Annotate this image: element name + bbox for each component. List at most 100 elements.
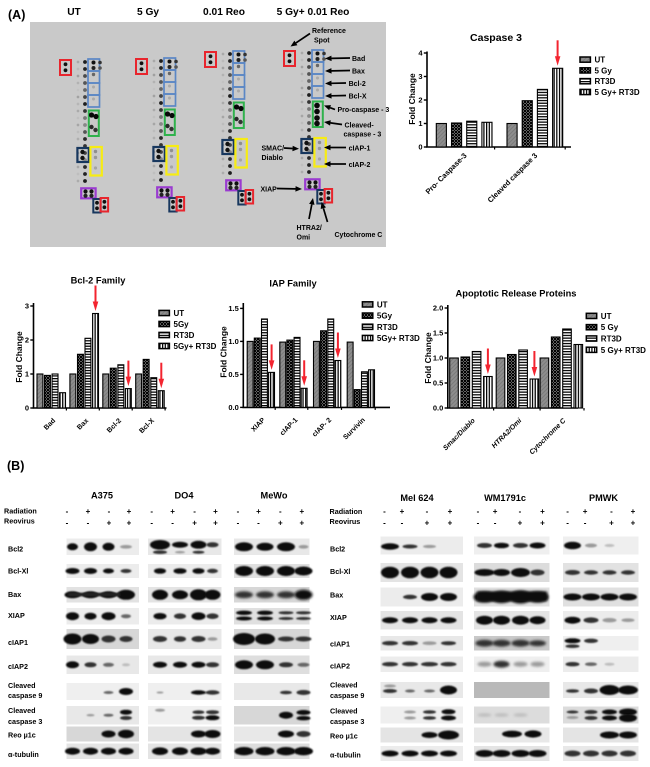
- svg-text:Pro- Caspase-3: Pro- Caspase-3: [424, 151, 469, 196]
- svg-text:UT: UT: [377, 300, 388, 309]
- svg-text:-: -: [584, 519, 587, 528]
- svg-text:+: +: [299, 519, 304, 528]
- svg-text:Pro-caspase - 3: Pro-caspase - 3: [338, 107, 390, 114]
- svg-text:Cleaved: Cleaved: [330, 681, 358, 690]
- svg-text:5 Gy+ RT3D: 5 Gy+ RT3D: [595, 88, 640, 97]
- svg-text:XIAP: XIAP: [330, 613, 347, 622]
- svg-text:+: +: [127, 507, 132, 516]
- svg-text:5Gy: 5Gy: [377, 312, 393, 321]
- svg-text:3: 3: [25, 302, 29, 311]
- svg-text:(A): (A): [8, 8, 25, 22]
- svg-text:Radiation: Radiation: [330, 507, 363, 516]
- svg-text:α-tubulin: α-tubulin: [8, 750, 39, 759]
- svg-text:+: +: [448, 507, 453, 516]
- svg-text:DO4: DO4: [175, 491, 195, 501]
- svg-text:Bax: Bax: [76, 417, 90, 431]
- svg-text:Cytochrome C: Cytochrome C: [529, 417, 568, 456]
- svg-text:Cleaved: Cleaved: [8, 681, 36, 690]
- svg-text:cIAP- 2: cIAP- 2: [311, 417, 333, 439]
- svg-text:+: +: [213, 519, 218, 528]
- svg-text:1.5: 1.5: [228, 304, 238, 313]
- svg-text:0.5: 0.5: [228, 370, 238, 379]
- svg-text:XIAP: XIAP: [8, 611, 25, 620]
- svg-text:Bcl-Xl: Bcl-Xl: [330, 567, 350, 576]
- svg-text:cIAP-1: cIAP-1: [349, 146, 371, 153]
- svg-text:cIAP1: cIAP1: [8, 638, 28, 647]
- svg-text:A375: A375: [91, 491, 113, 501]
- svg-text:Bad: Bad: [43, 417, 57, 431]
- svg-text:cIAP2: cIAP2: [8, 662, 28, 671]
- svg-text:Bcl-2: Bcl-2: [349, 81, 366, 88]
- svg-text:Omi: Omi: [297, 235, 311, 242]
- svg-text:5Gy+ RT3D: 5Gy+ RT3D: [174, 342, 217, 351]
- svg-text:Cleaved: Cleaved: [330, 707, 358, 716]
- svg-text:4: 4: [418, 49, 423, 58]
- svg-text:XIAP: XIAP: [261, 187, 278, 194]
- svg-text:-: -: [66, 507, 69, 516]
- svg-text:-: -: [257, 519, 260, 528]
- svg-text:Cleaved-: Cleaved-: [345, 123, 375, 130]
- svg-text:Fold Change: Fold Change: [14, 331, 24, 383]
- svg-text:-: -: [87, 519, 90, 528]
- svg-text:-: -: [150, 519, 153, 528]
- svg-text:Fold Change: Fold Change: [423, 332, 433, 384]
- svg-text:5Gy+ RT3D: 5Gy+ RT3D: [377, 334, 420, 343]
- svg-text:UT: UT: [595, 56, 606, 65]
- svg-text:+: +: [299, 507, 304, 516]
- svg-text:+: +: [256, 507, 261, 516]
- svg-text:-: -: [519, 507, 522, 516]
- svg-text:cIAP-1: cIAP-1: [279, 417, 299, 437]
- svg-text:Reovirus: Reovirus: [330, 517, 361, 526]
- svg-text:Cytochrome C: Cytochrome C: [335, 232, 383, 239]
- svg-text:caspase 9: caspase 9: [330, 691, 364, 700]
- svg-text:+: +: [518, 519, 523, 528]
- svg-text:3: 3: [418, 72, 422, 81]
- svg-text:5Gy: 5Gy: [174, 320, 190, 329]
- svg-text:5 Gy: 5 Gy: [137, 7, 159, 18]
- svg-text:5 Gy: 5 Gy: [601, 323, 619, 332]
- svg-text:Reo µ1c: Reo µ1c: [330, 732, 358, 741]
- svg-text:0.0: 0.0: [228, 403, 238, 412]
- svg-text:+: +: [540, 507, 545, 516]
- svg-text:2: 2: [418, 96, 422, 105]
- svg-text:-: -: [150, 507, 153, 516]
- svg-text:+: +: [540, 519, 545, 528]
- svg-text:5 Gy+ 0.01 Reo: 5 Gy+ 0.01 Reo: [277, 7, 350, 18]
- svg-text:Cleaved: Cleaved: [8, 706, 36, 715]
- svg-text:+: +: [425, 519, 430, 528]
- svg-text:0.5: 0.5: [433, 379, 443, 388]
- svg-text:+: +: [583, 507, 588, 516]
- svg-text:-: -: [383, 519, 386, 528]
- svg-text:-: -: [237, 519, 240, 528]
- svg-text:Caspase 3: Caspase 3: [470, 32, 522, 44]
- svg-text:1.5: 1.5: [433, 329, 443, 338]
- svg-text:Bcl2: Bcl2: [8, 545, 23, 554]
- svg-text:RT3D: RT3D: [174, 331, 195, 340]
- svg-text:+: +: [107, 519, 112, 528]
- svg-text:UT: UT: [67, 7, 81, 18]
- svg-text:0: 0: [25, 404, 29, 413]
- svg-text:+: +: [127, 519, 132, 528]
- svg-text:-: -: [237, 507, 240, 516]
- svg-text:HTRA2/Omi: HTRA2/Omi: [491, 417, 524, 450]
- svg-text:+: +: [192, 519, 197, 528]
- svg-text:Cleaved caspase 3: Cleaved caspase 3: [486, 151, 540, 205]
- svg-text:-: -: [383, 507, 386, 516]
- svg-text:-: -: [426, 507, 429, 516]
- svg-text:+: +: [609, 519, 614, 528]
- svg-text:caspase 3: caspase 3: [330, 717, 364, 726]
- svg-text:0: 0: [418, 143, 422, 152]
- svg-text:UT: UT: [601, 312, 612, 321]
- svg-text:XIAP: XIAP: [250, 417, 267, 434]
- svg-text:MeWo: MeWo: [261, 491, 288, 501]
- svg-text:Bcl2: Bcl2: [330, 545, 345, 554]
- svg-text:cIAP1: cIAP1: [330, 640, 350, 649]
- svg-text:2.0: 2.0: [433, 304, 443, 313]
- svg-text:5 Gy: 5 Gy: [595, 66, 613, 75]
- svg-text:+: +: [493, 507, 498, 516]
- svg-text:-: -: [108, 507, 111, 516]
- svg-text:(B): (B): [7, 459, 24, 473]
- svg-text:WM1791c: WM1791c: [484, 493, 526, 503]
- svg-text:+: +: [631, 519, 636, 528]
- svg-text:+: +: [86, 507, 91, 516]
